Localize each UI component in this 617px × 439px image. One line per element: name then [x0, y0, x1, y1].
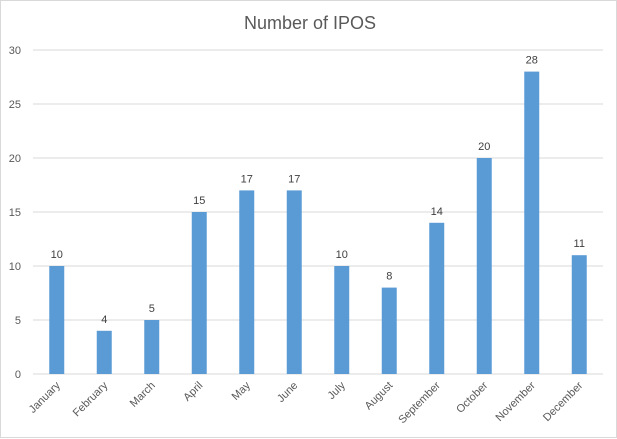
data-label: 10: [336, 249, 348, 261]
data-label: 20: [478, 141, 490, 153]
x-axis-ticks: January February March April May June July Augu…: [27, 379, 586, 426]
x-tick-label: January: [27, 379, 64, 416]
x-tick-label: February: [71, 379, 111, 419]
x-tick-label: July: [326, 379, 349, 402]
data-label: 28: [526, 55, 538, 67]
x-tick-label: April: [181, 380, 205, 404]
x-tick-label: October: [454, 379, 490, 415]
bar: [476, 158, 492, 374]
data-label: 15: [193, 195, 205, 207]
y-tick-label: 25: [9, 99, 21, 111]
bar: [334, 266, 350, 374]
bar: [381, 287, 397, 374]
y-axis-ticks: 0 5 10 15 20 25 30: [9, 45, 21, 381]
gridlines: [33, 49, 603, 375]
chart-title: Number of IPOS: [244, 13, 376, 33]
data-label: 14: [431, 206, 443, 218]
x-tick-label: November: [494, 379, 539, 424]
bar: [96, 330, 112, 374]
x-tick-label: December: [541, 379, 586, 424]
y-tick-label: 20: [9, 153, 21, 165]
data-label: 10: [51, 249, 63, 261]
bar: [144, 320, 160, 374]
y-tick-label: 30: [9, 45, 21, 57]
bar: [191, 212, 207, 374]
x-tick-label: March: [128, 380, 158, 410]
x-tick-label: September: [396, 379, 443, 426]
bar: [286, 190, 302, 374]
x-tick-label: May: [230, 379, 254, 403]
x-tick-label: August: [363, 380, 396, 413]
bars: [49, 71, 587, 374]
data-label: 17: [241, 173, 253, 185]
y-tick-label: 15: [9, 207, 21, 219]
data-labels: 10 4 5 15 17 17 10 8 14 20 28 11: [51, 55, 585, 326]
bar: [524, 71, 540, 374]
x-tick-label: June: [275, 380, 300, 405]
y-tick-label: 5: [15, 315, 21, 327]
data-label: 4: [101, 314, 107, 326]
bar: [49, 266, 65, 374]
bar: [239, 190, 255, 374]
bar: [429, 222, 445, 374]
data-label: 5: [149, 303, 155, 315]
bar: [571, 255, 587, 374]
data-label: 17: [288, 173, 300, 185]
y-tick-label: 0: [15, 369, 21, 381]
y-tick-label: 10: [9, 261, 21, 273]
data-label: 8: [386, 271, 392, 283]
data-label: 11: [574, 238, 585, 250]
